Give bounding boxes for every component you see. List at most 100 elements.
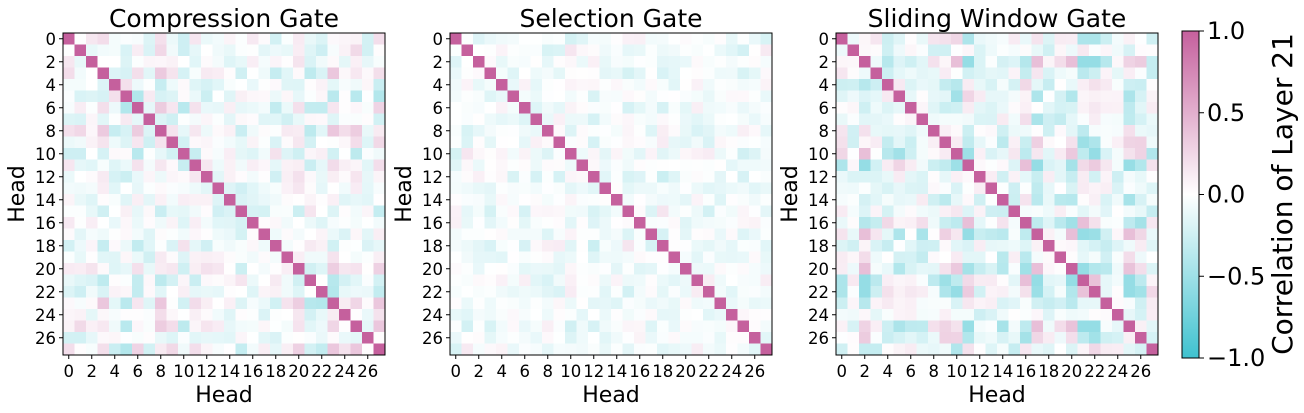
heatmap-cell xyxy=(201,90,213,103)
heatmap-cell xyxy=(530,205,543,218)
heatmap-cell xyxy=(859,205,871,218)
heatmap-cell xyxy=(760,102,773,114)
heatmap-cell xyxy=(109,251,121,264)
heatmap-cell xyxy=(63,274,75,287)
heatmap-cell xyxy=(985,136,998,149)
heatmap-cell xyxy=(519,263,531,275)
heatmap-cell xyxy=(201,113,213,126)
heatmap-cell xyxy=(542,286,554,298)
heatmap-cell xyxy=(1008,56,1021,68)
heatmap-cell xyxy=(212,297,225,310)
heatmap-cell xyxy=(680,297,692,310)
heatmap-cell xyxy=(576,56,589,68)
heatmap-cell xyxy=(634,44,646,57)
heatmap-cell xyxy=(691,90,704,103)
heatmap-cell xyxy=(507,263,520,275)
heatmap-cell xyxy=(622,33,635,45)
heatmap-cell xyxy=(905,125,917,137)
heatmap-cell xyxy=(258,251,271,264)
heatmap-cell xyxy=(836,194,848,206)
heatmap-cell xyxy=(599,90,612,103)
x-tick-label: 22 xyxy=(311,362,332,381)
heatmap-cell xyxy=(749,240,761,252)
heatmap-cell xyxy=(668,44,681,57)
heatmap-cell xyxy=(166,90,179,103)
heatmap-cell xyxy=(691,309,704,321)
heatmap-cell xyxy=(1020,263,1032,275)
heatmap-cell xyxy=(258,320,271,333)
heatmap-cell xyxy=(461,194,474,206)
heatmap-cell xyxy=(939,228,952,241)
heatmap-cell xyxy=(847,171,860,183)
heatmap-cell xyxy=(519,251,531,264)
heatmap-cell xyxy=(882,274,894,287)
heatmap-cell xyxy=(473,90,485,103)
heatmap-cell xyxy=(247,67,259,80)
heatmap-cell xyxy=(178,79,190,91)
heatmap-cell xyxy=(247,171,259,183)
heatmap-cell xyxy=(166,102,179,114)
heatmap-cell xyxy=(599,297,612,310)
heatmap-cell xyxy=(576,44,589,57)
heatmap-cell xyxy=(905,309,917,321)
heatmap-cell xyxy=(1031,332,1044,344)
heatmap-cell xyxy=(1123,240,1136,252)
heatmap-cell xyxy=(350,217,363,229)
x-tick-label: 6 xyxy=(906,362,917,381)
heatmap-cell xyxy=(916,182,929,195)
heatmap-cell xyxy=(316,205,328,218)
x-tick-label: 14 xyxy=(992,362,1013,381)
heatmap-cell xyxy=(224,343,236,356)
heatmap-cell xyxy=(293,343,305,356)
heatmap-cell xyxy=(997,205,1009,218)
heatmap-cell xyxy=(293,251,305,264)
heatmap-cell xyxy=(749,251,761,264)
y-tick-label: 12 xyxy=(422,168,443,187)
heatmap-cell xyxy=(1135,205,1147,218)
heatmap-cell xyxy=(224,217,236,229)
heatmap-cell xyxy=(1008,263,1021,275)
heatmap-cell xyxy=(859,332,871,344)
heatmap-cell xyxy=(599,171,612,183)
heatmap-cell xyxy=(985,286,998,298)
heatmap-cell xyxy=(235,297,248,310)
heatmap-cell xyxy=(1112,33,1124,45)
heatmap-cell xyxy=(373,113,386,126)
heatmap-cell xyxy=(1054,332,1067,344)
heatmap-cell xyxy=(350,67,363,80)
heatmap-cell xyxy=(859,274,871,287)
heatmap-cell xyxy=(645,343,658,356)
heatmap-cell xyxy=(461,343,474,356)
heatmap-cell xyxy=(859,228,871,241)
heatmap-cell xyxy=(576,194,589,206)
heatmap-cell xyxy=(1020,332,1032,344)
heatmap-cell xyxy=(281,205,294,218)
heatmap-cell xyxy=(132,297,144,310)
heatmap-cell xyxy=(63,79,75,91)
heatmap-cell xyxy=(576,240,589,252)
heatmap-cell xyxy=(327,102,340,114)
heatmap-cell xyxy=(1043,148,1055,160)
heatmap-cell xyxy=(859,171,871,183)
heatmap-cell xyxy=(703,136,715,149)
heatmap-cell xyxy=(473,251,485,264)
heatmap-cell xyxy=(657,332,669,344)
heatmap-cell xyxy=(749,148,761,160)
heatmap-cell xyxy=(622,90,635,103)
heatmap-cell xyxy=(86,286,98,298)
heatmap-cell xyxy=(178,297,190,310)
heatmap-cell xyxy=(714,79,727,91)
heatmap-cell xyxy=(1100,332,1113,344)
y-tick-label: 2 xyxy=(819,53,830,72)
heatmap-cell xyxy=(1043,90,1055,103)
heatmap-cell xyxy=(1020,136,1032,149)
heatmap-cell xyxy=(1089,309,1101,321)
heatmap-cell xyxy=(997,102,1009,114)
heatmap-cell xyxy=(373,90,386,103)
heatmap-cell xyxy=(461,136,474,149)
heatmap-cell xyxy=(373,320,386,333)
heatmap-cell xyxy=(905,79,917,91)
heatmap-cell xyxy=(985,297,998,310)
heatmap-cell xyxy=(916,44,929,57)
heatmap-cell xyxy=(657,44,669,57)
